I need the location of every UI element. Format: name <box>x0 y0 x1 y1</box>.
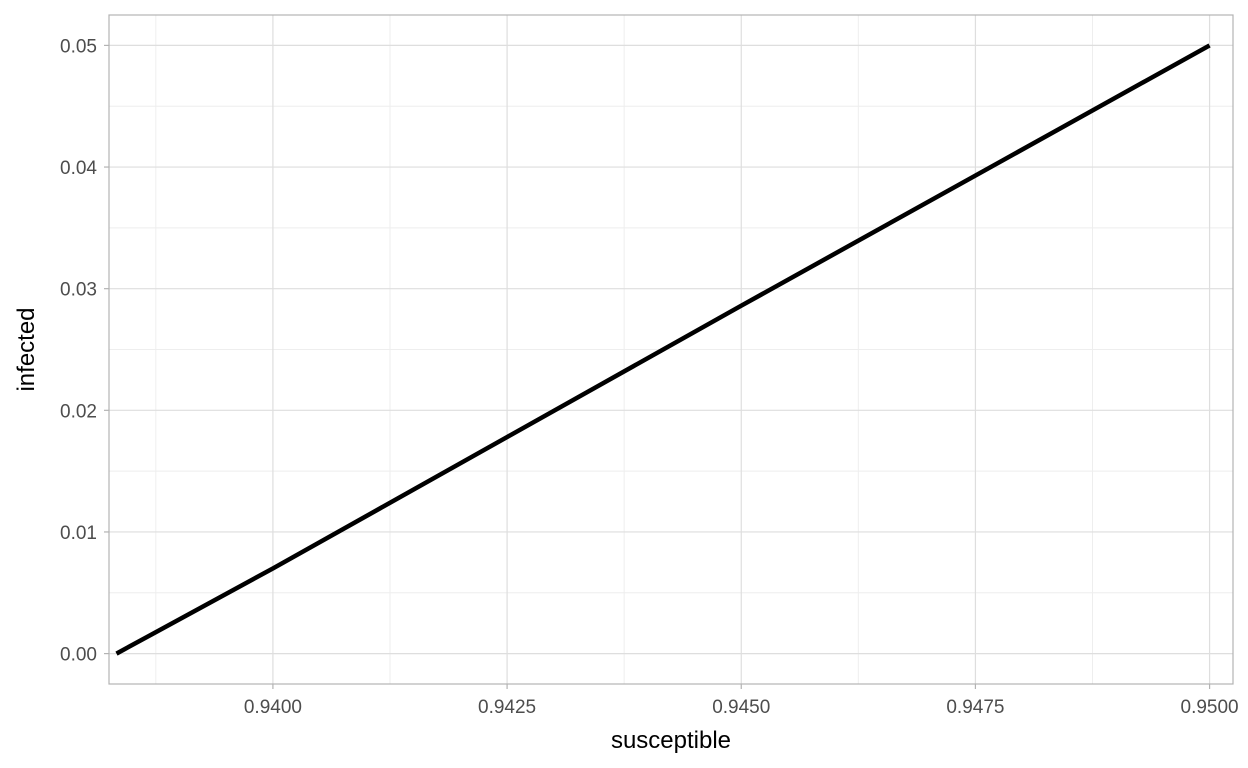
x-tick-label: 0.9475 <box>946 697 1004 718</box>
x-tick-label: 0.9450 <box>712 697 770 718</box>
y-tick-label: 0.03 <box>60 280 97 301</box>
y-tick-label: 0.04 <box>60 158 97 179</box>
series-line <box>115 43 1211 656</box>
series-layer <box>115 43 1211 656</box>
y-tick-label: 0.02 <box>60 401 97 422</box>
y-tick-label: 0.00 <box>60 645 97 666</box>
major-gridlines <box>109 15 1233 684</box>
y-axis-title: infected <box>13 307 40 391</box>
panel-border <box>108 14 1234 685</box>
y-tick-label: 0.01 <box>60 523 97 544</box>
x-axis-title: susceptible <box>611 727 731 754</box>
x-tick-label: 0.9400 <box>244 697 302 718</box>
y-axis: 0.00 0.01 0.02 0.03 0.04 0.05 <box>60 36 109 666</box>
y-tick-label: 0.05 <box>60 36 97 57</box>
minor-gridlines <box>109 15 1233 684</box>
x-tick-label: 0.9500 <box>1181 697 1239 718</box>
x-axis: 0.9400 0.9425 0.9450 0.9475 0.9500 <box>244 684 1239 718</box>
x-tick-label: 0.9425 <box>478 697 536 718</box>
